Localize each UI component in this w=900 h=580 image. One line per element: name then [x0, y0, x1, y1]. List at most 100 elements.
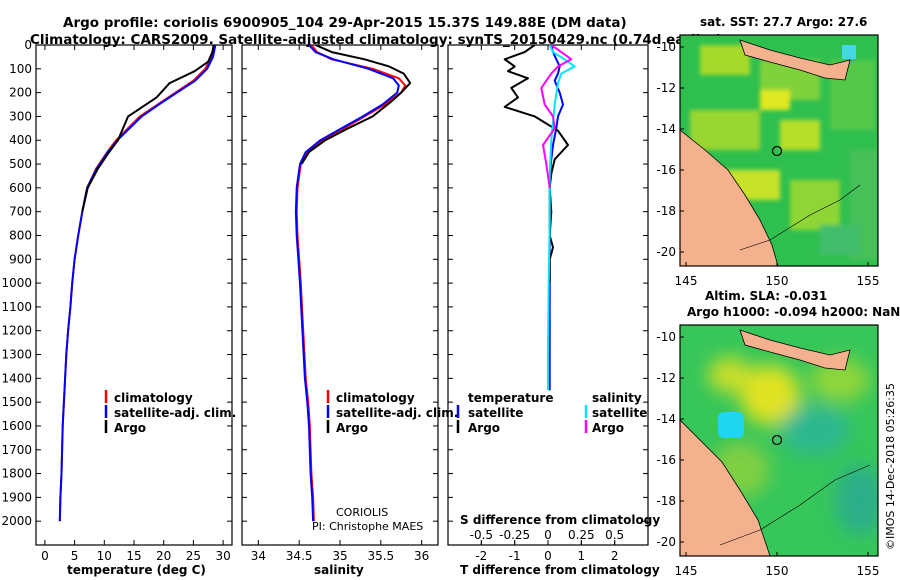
x-tick-label: 35.5	[367, 549, 394, 563]
x2-tick-label: -0.25	[499, 528, 530, 542]
temperature-legend: climatology satellite-adj. clim. Argo	[104, 390, 236, 435]
map-lon-label: 145	[675, 274, 698, 288]
y-tick-label: 300	[9, 109, 32, 123]
map-lat-label: -10	[656, 330, 676, 344]
sst-map	[680, 35, 878, 266]
y-tick-label: 1100	[1, 300, 32, 314]
x-tick-label: -1	[509, 549, 521, 563]
x-tick-label: 25	[186, 549, 201, 563]
sla-reef-contour	[719, 464, 871, 546]
temperature-line-argo	[81, 45, 215, 212]
salinity-line-climatology	[295, 45, 407, 522]
map-lat-label: -16	[656, 163, 676, 177]
legend-label-satellite: satellite-adj. clim.	[114, 406, 236, 420]
credit-pi: PI: Christophe MAES	[312, 520, 423, 533]
y-tick-label: 600	[9, 181, 32, 195]
y-tick-label: 700	[9, 205, 32, 219]
y-tick-label: 1300	[1, 348, 32, 362]
sla-high-anomaly	[708, 357, 752, 393]
x2-tick-label: -0.5	[470, 528, 493, 542]
sst-patch	[700, 45, 750, 75]
credit-org: CORIOLIS	[336, 506, 388, 519]
sst-argo-position-marker	[771, 145, 783, 157]
sla-australia-coast	[680, 419, 771, 556]
map-lat-label: -18	[656, 204, 676, 218]
x-tick-label: 2	[611, 549, 619, 563]
legend-label-climatology: climatology	[114, 391, 193, 405]
difference-line-s-argo	[540, 45, 573, 189]
difference-xlabel: T difference from climatology	[460, 563, 660, 577]
map-lat-label: -16	[656, 453, 676, 467]
temperature-line-satellite-adj-clim-	[58, 45, 217, 522]
salinity-legend: climatology satellite-adj. clim. Argo	[326, 390, 458, 435]
sla-high-anomaly	[740, 365, 800, 425]
map-lat-label: -20	[656, 535, 676, 549]
map-lat-label: -12	[656, 81, 676, 95]
temperature-line-climatology	[58, 45, 216, 522]
sla-png-islands	[739, 329, 851, 371]
x-tick-label: 1	[578, 549, 586, 563]
x-tick-label: 20	[156, 549, 171, 563]
x2-tick-label: 0	[544, 528, 552, 542]
sst-png-islands	[739, 39, 851, 81]
legend-label-argo: Argo	[114, 421, 146, 435]
legend-label-t-satellite: satellite	[468, 406, 523, 420]
series-group	[58, 45, 576, 522]
legend-label-argo: Argo	[336, 421, 368, 435]
y-tick-label: 1000	[1, 276, 32, 290]
difference-legend: temperature satellite Argo salinity sate…	[456, 391, 647, 435]
sst-patch	[690, 110, 760, 150]
sla-patch	[810, 358, 870, 402]
sst-patch	[760, 90, 790, 110]
figure-title-line1: Argo profile: coriolis 6900905_104 29-Ap…	[63, 15, 627, 31]
sla-low-anomaly	[780, 405, 850, 455]
sst-patch	[820, 225, 860, 255]
map-lon-label: 150	[766, 564, 789, 578]
difference-x2label: S difference from climatology	[460, 513, 660, 527]
y-tick-label: 1700	[1, 443, 32, 457]
map-lat-label: -12	[656, 371, 676, 385]
map-lat-label: -20	[656, 245, 676, 259]
x-tick-label: 10	[97, 549, 112, 563]
y-tick-label: 1500	[1, 395, 32, 409]
x-tick-label: -2	[475, 549, 487, 563]
sst-patch	[780, 120, 820, 150]
salinity-xlabel: salinity	[314, 563, 364, 577]
y-tick-label: 1600	[1, 419, 32, 433]
y-tick-label: 100	[9, 62, 32, 76]
y-tick-label: 1800	[1, 467, 32, 481]
y-tick-label: 500	[9, 157, 32, 171]
sla-map	[680, 325, 878, 556]
y-tick-label: 200	[9, 86, 32, 100]
salinity-line-argo	[300, 45, 412, 165]
sla-map-title1: Altim. SLA: -0.031	[705, 289, 827, 303]
x-tick-label: 35	[332, 549, 347, 563]
x-tick-label: 15	[126, 549, 141, 563]
y-tick-label: 1400	[1, 371, 32, 385]
y-tick-label: 1200	[1, 324, 32, 338]
legend-label-s-satellite: satellite	[592, 406, 647, 420]
sla-eddy-patch	[718, 412, 744, 438]
temperature-xlabel: temperature (deg C)	[67, 563, 206, 577]
salinity-line-satellite-adj-clim-	[294, 45, 400, 522]
sst-map-frame	[679, 34, 879, 267]
x-tick-label: 36	[414, 549, 429, 563]
x-tick-label: 34	[251, 549, 266, 563]
difference-series	[503, 45, 576, 391]
legend-title-salinity: salinity	[592, 391, 642, 405]
x2-tick-label: 0.5	[605, 528, 624, 542]
map-lon-label: 145	[675, 564, 698, 578]
legend-label-s-argo: Argo	[592, 421, 624, 435]
x-tick-label: 0	[41, 549, 49, 563]
salinity-panel-frame	[241, 44, 439, 546]
y-tick-label: 2000	[1, 514, 32, 528]
axis-ticks-group: 0100200300400500600700800900100011001200…	[1, 38, 648, 563]
legend-label-climatology: climatology	[336, 391, 415, 405]
sst-map-title: sat. SST: 27.7 Argo: 27.6	[700, 15, 867, 29]
sla-map-title2: Argo h1000: -0.094 h2000: NaN	[687, 305, 900, 319]
x-tick-label: 30	[215, 549, 230, 563]
map-lat-label: -18	[656, 494, 676, 508]
difference-line-s-satellite	[547, 45, 576, 391]
temperature-panel-frame	[35, 44, 233, 546]
map-lon-label: 155	[857, 564, 880, 578]
